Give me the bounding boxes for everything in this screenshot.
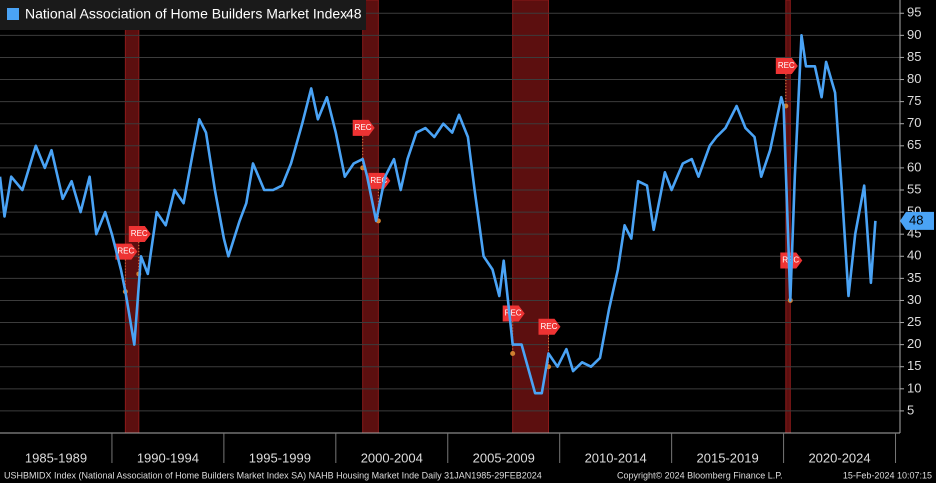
x-tick-label: 2005-2009: [473, 450, 535, 465]
marker-flag: [128, 225, 151, 242]
legend-label: National Association of Home Builders Ma…: [25, 6, 347, 22]
footer-copyright: Copyright© 2024 Bloomberg Finance L.P.: [617, 470, 783, 480]
y-tick-label: 95: [907, 5, 921, 20]
legend-box: [0, 0, 366, 30]
footer-timestamp: 15-Feb-2024 10:07:15: [843, 470, 932, 480]
y-tick-label: 30: [907, 292, 921, 307]
recession-band: [512, 0, 550, 434]
legend-value: 48: [346, 6, 362, 22]
x-tick-label: 1995-1999: [249, 450, 311, 465]
marker-flag: [775, 58, 798, 75]
y-tick-label: 70: [907, 115, 921, 130]
y-tick-label: 20: [907, 336, 921, 351]
marker-label: REC: [370, 176, 387, 185]
y-tick-label: 40: [907, 248, 921, 263]
data-line: [0, 34, 877, 395]
x-tick-label: 2015-2019: [697, 450, 759, 465]
y-tick-label: 25: [907, 314, 921, 329]
footer-source: USHBMIDX Index (National Association of …: [4, 470, 542, 480]
y-tick-label: 60: [907, 159, 921, 174]
marker-flag: [352, 119, 375, 136]
x-tick-label: 1990-1994: [137, 450, 199, 465]
y-tick-label: 85: [907, 49, 921, 64]
y-tick-label: 5: [907, 402, 914, 417]
marker-dot: [510, 350, 516, 356]
y-tick-label: 80: [907, 71, 921, 86]
marker-label: REC: [117, 247, 134, 256]
x-tick-label: 2000-2004: [361, 450, 423, 465]
last-value-label: 48: [909, 212, 923, 227]
y-tick-label: 55: [907, 181, 921, 196]
marker-label: REC: [355, 123, 372, 132]
recession-band: [124, 0, 140, 434]
y-tick-label: 15: [907, 358, 921, 373]
marker-label: REC: [541, 322, 558, 331]
legend-swatch: [7, 8, 19, 20]
x-tick-label: 2010-2014: [585, 450, 647, 465]
y-tick-label: 10: [907, 380, 921, 395]
x-tick-label: 2020-2024: [808, 450, 870, 465]
y-tick-label: 65: [907, 137, 921, 152]
y-tick-label: 35: [907, 270, 921, 285]
marker-label: REC: [778, 61, 795, 70]
last-value-tag: [900, 211, 934, 230]
marker-flag: [115, 243, 138, 260]
y-tick-label: 90: [907, 27, 921, 42]
x-tick-label: 1985-1989: [25, 450, 87, 465]
marker-label: REC: [505, 309, 522, 318]
marker-label: REC: [131, 229, 148, 238]
y-tick-label: 75: [907, 93, 921, 108]
marker-flag: [538, 318, 561, 335]
